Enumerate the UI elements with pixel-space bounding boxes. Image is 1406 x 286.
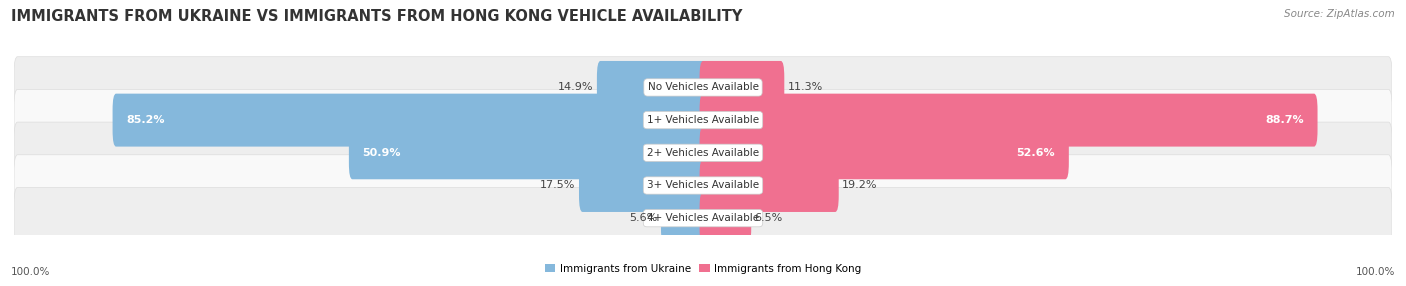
Text: 5.6%: 5.6% xyxy=(630,213,658,223)
Text: 19.2%: 19.2% xyxy=(842,180,877,190)
Text: 52.6%: 52.6% xyxy=(1017,148,1054,158)
Text: 14.9%: 14.9% xyxy=(558,82,593,92)
FancyBboxPatch shape xyxy=(661,192,706,245)
FancyBboxPatch shape xyxy=(700,94,1317,147)
FancyBboxPatch shape xyxy=(700,159,839,212)
Text: 2+ Vehicles Available: 2+ Vehicles Available xyxy=(647,148,759,158)
Text: 17.5%: 17.5% xyxy=(540,180,575,190)
FancyBboxPatch shape xyxy=(112,94,706,147)
Text: 85.2%: 85.2% xyxy=(127,115,165,125)
FancyBboxPatch shape xyxy=(349,126,706,179)
Text: 100.0%: 100.0% xyxy=(11,267,51,277)
Text: 1+ Vehicles Available: 1+ Vehicles Available xyxy=(647,115,759,125)
Text: IMMIGRANTS FROM UKRAINE VS IMMIGRANTS FROM HONG KONG VEHICLE AVAILABILITY: IMMIGRANTS FROM UKRAINE VS IMMIGRANTS FR… xyxy=(11,9,742,23)
Legend: Immigrants from Ukraine, Immigrants from Hong Kong: Immigrants from Ukraine, Immigrants from… xyxy=(541,260,865,278)
FancyBboxPatch shape xyxy=(598,61,706,114)
FancyBboxPatch shape xyxy=(14,57,1392,118)
Text: 4+ Vehicles Available: 4+ Vehicles Available xyxy=(647,213,759,223)
Text: Source: ZipAtlas.com: Source: ZipAtlas.com xyxy=(1284,9,1395,19)
FancyBboxPatch shape xyxy=(14,155,1392,216)
Text: 11.3%: 11.3% xyxy=(787,82,823,92)
FancyBboxPatch shape xyxy=(14,187,1392,249)
Text: 100.0%: 100.0% xyxy=(1355,267,1395,277)
Text: 50.9%: 50.9% xyxy=(363,148,401,158)
FancyBboxPatch shape xyxy=(700,192,751,245)
Text: No Vehicles Available: No Vehicles Available xyxy=(648,82,758,92)
Text: 88.7%: 88.7% xyxy=(1265,115,1303,125)
FancyBboxPatch shape xyxy=(14,122,1392,184)
Text: 6.5%: 6.5% xyxy=(755,213,783,223)
Text: 3+ Vehicles Available: 3+ Vehicles Available xyxy=(647,180,759,190)
FancyBboxPatch shape xyxy=(700,61,785,114)
FancyBboxPatch shape xyxy=(579,159,706,212)
FancyBboxPatch shape xyxy=(700,126,1069,179)
FancyBboxPatch shape xyxy=(14,90,1392,151)
